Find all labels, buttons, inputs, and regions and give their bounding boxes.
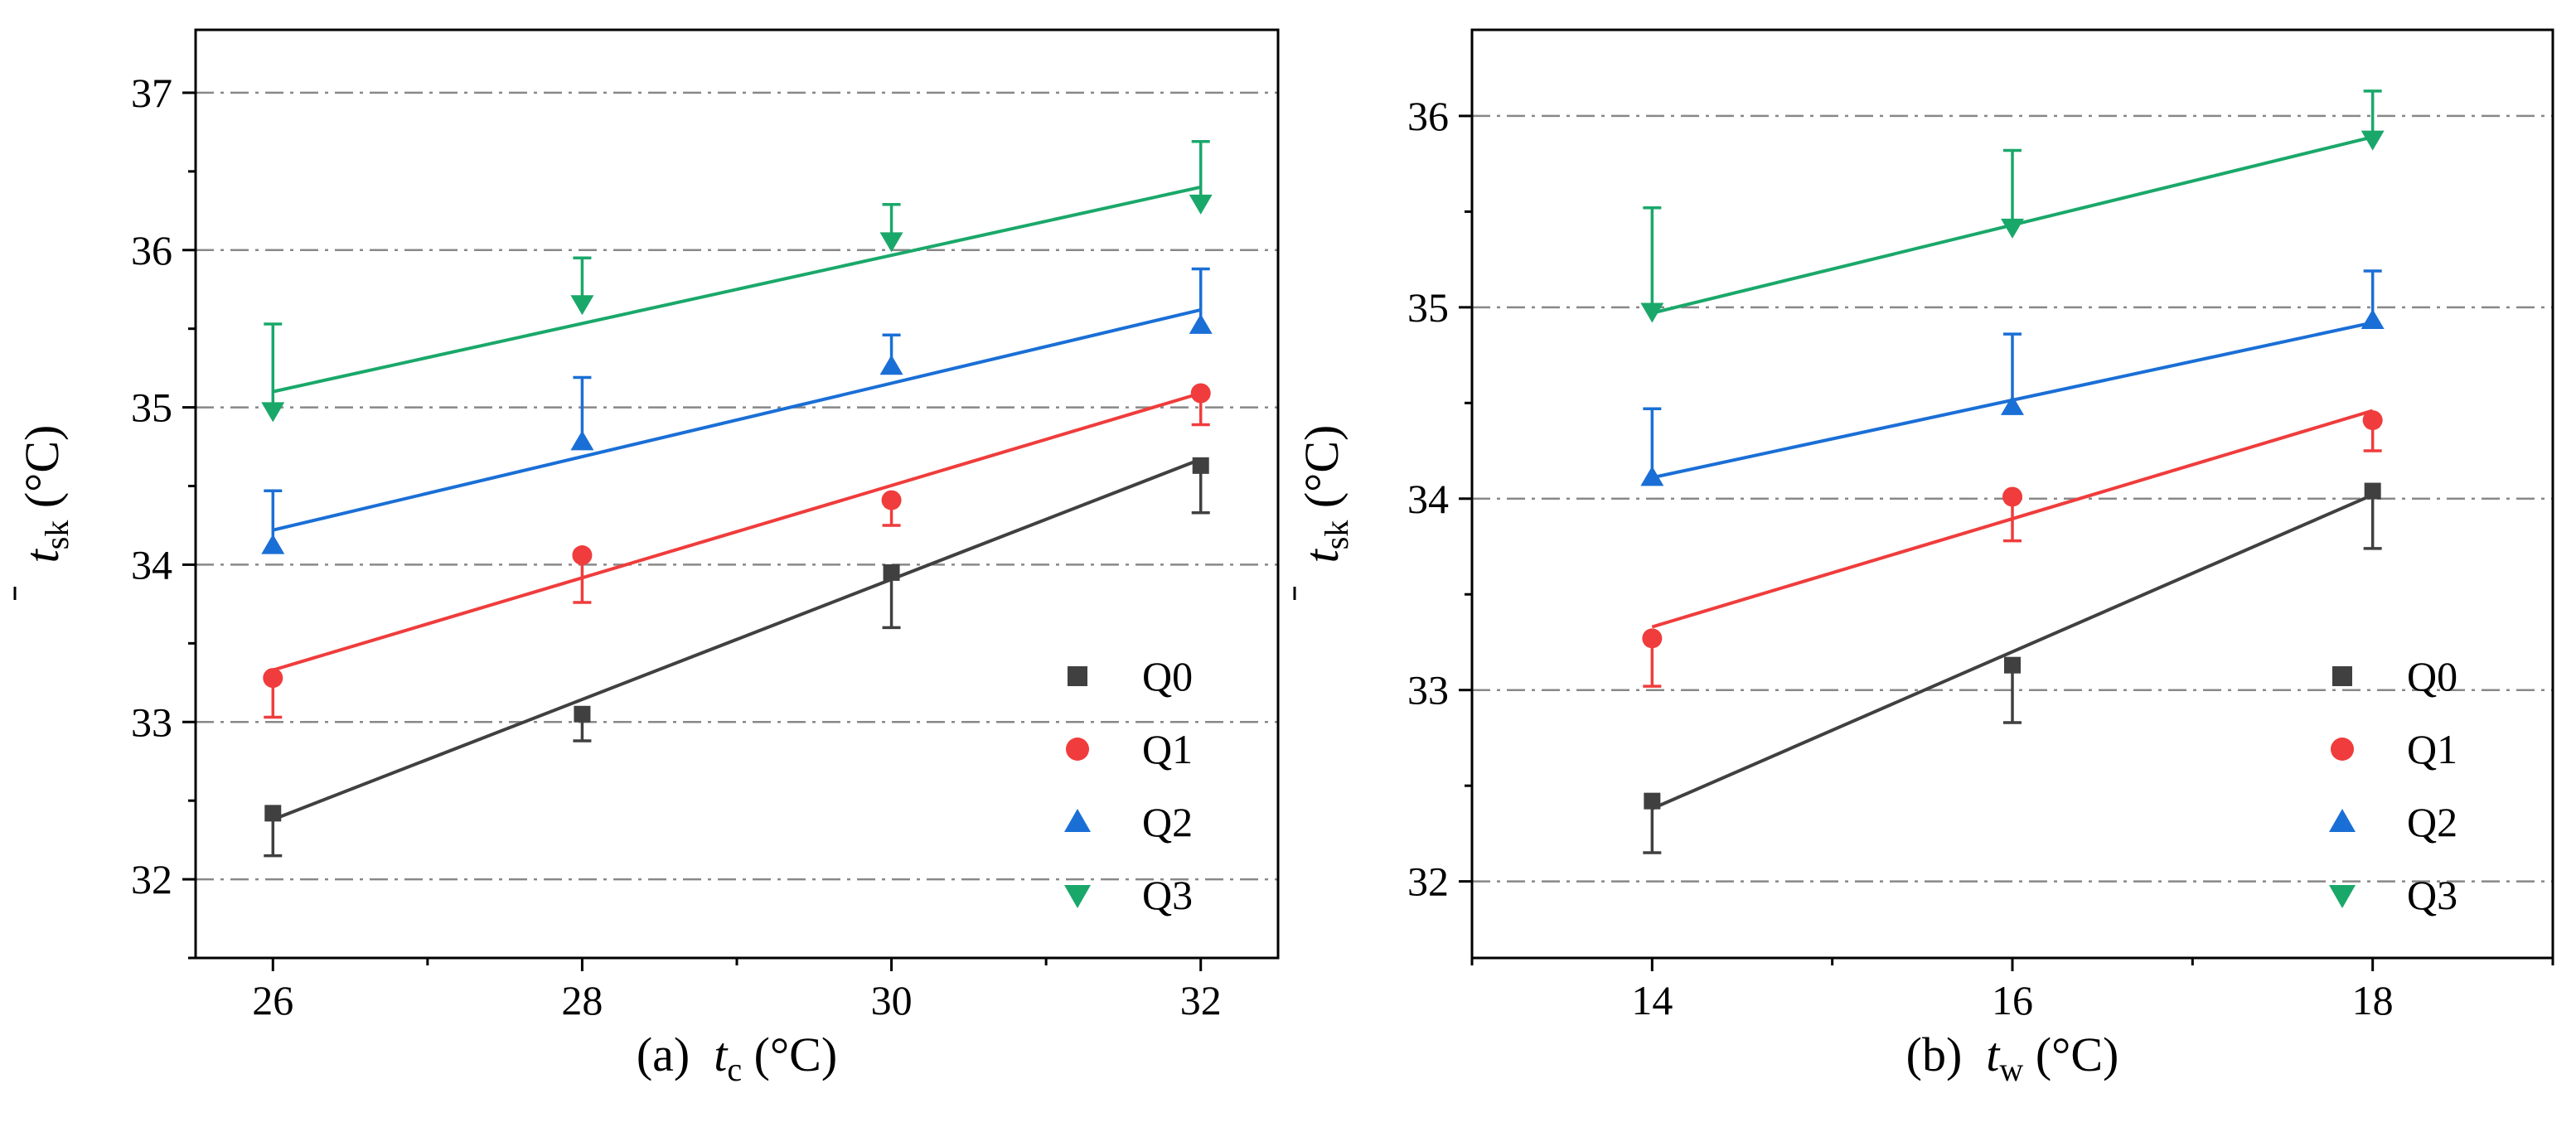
fit-line [272, 307, 1202, 532]
series-Q1 [1642, 409, 2383, 688]
series-Q1 [263, 383, 1211, 719]
legend-marker [1066, 738, 1089, 761]
x-tick-label: 18 [2352, 977, 2394, 1023]
y-tick-label: 36 [131, 227, 172, 273]
x-tick-label: 16 [1992, 977, 2033, 1023]
x-axis-title: (a) tc (°C) [637, 1028, 837, 1088]
data-point [1642, 628, 1663, 649]
data-point [1640, 302, 1664, 323]
y-tick-label: 33 [1407, 667, 1449, 713]
series-Q0 [1643, 482, 2382, 854]
data-point [570, 430, 594, 451]
y-axis-title: tsk (°C) [15, 425, 75, 564]
legend-label: Q2 [2407, 799, 2457, 845]
legend-marker [2332, 666, 2352, 686]
legend-label: Q1 [1142, 726, 1193, 772]
y-tick-label: 32 [1407, 859, 1449, 905]
chart-panel-a: 32 33 34 35 36 37 26 28 30 32 (a) tc (°C) tsk (°C) Q… [13, 28, 1280, 1088]
legend-label: Q0 [1142, 653, 1193, 699]
legend-label: Q3 [2407, 872, 2457, 918]
data-point [2002, 486, 2022, 507]
x-tick-label: 32 [1180, 977, 1222, 1023]
legend-marker [2329, 885, 2356, 908]
data-point [263, 668, 283, 689]
y-tick-label: 34 [131, 541, 172, 588]
x-tick-label: 26 [252, 977, 293, 1023]
data-point [2362, 410, 2383, 431]
data-point [883, 564, 900, 581]
x-axis-title: (b) tw (°C) [1906, 1028, 2119, 1088]
series-Q0 [264, 457, 1210, 858]
data-point [2004, 656, 2021, 674]
legend-label: Q3 [1142, 872, 1193, 918]
data-point [1644, 792, 1661, 810]
data-point [881, 490, 902, 510]
series-Q3 [1640, 89, 2385, 323]
legend-marker [2329, 809, 2356, 832]
y-tick-label: 36 [1407, 93, 1449, 139]
data-point [2001, 394, 2024, 415]
x-tick-label: 28 [561, 977, 603, 1023]
fit-line [272, 185, 1202, 394]
data-point [264, 805, 282, 822]
data-point [1189, 313, 1213, 334]
data-point [2361, 309, 2385, 330]
fit-line [1651, 493, 2374, 810]
legend-marker [1064, 885, 1091, 908]
legend-marker [1068, 666, 1087, 686]
data-point [1190, 383, 1211, 404]
data-point [261, 402, 285, 423]
legend-marker [2331, 738, 2354, 761]
data-point [574, 705, 591, 723]
data-point [879, 355, 903, 375]
fit-line [272, 457, 1202, 821]
data-point [1189, 194, 1213, 215]
legend-marker [1064, 809, 1091, 832]
data-point [2361, 130, 2385, 151]
y-tick-label: 37 [131, 70, 172, 116]
data-point [879, 232, 903, 253]
legend-label: Q1 [2407, 726, 2457, 772]
fit-line [272, 391, 1202, 672]
data-point [572, 545, 593, 566]
legend-label: Q2 [1142, 799, 1193, 845]
legend-label: Q0 [2407, 653, 2457, 699]
y-axis-title: tsk (°C) [1295, 425, 1355, 564]
y-tick-label: 34 [1407, 476, 1449, 522]
data-point [261, 534, 285, 554]
series-Q2 [261, 267, 1213, 554]
series-Q3 [261, 140, 1213, 423]
series-Q2 [1640, 269, 2385, 486]
x-tick-label: 14 [1631, 977, 1673, 1023]
y-tick-label: 35 [1407, 284, 1449, 331]
data-point [570, 295, 594, 316]
y-tick-label: 35 [131, 385, 172, 431]
data-point [1640, 466, 1664, 486]
x-tick-label: 30 [871, 977, 913, 1023]
data-point [1192, 457, 1209, 474]
y-tick-label: 32 [131, 856, 172, 902]
data-point [2364, 482, 2381, 500]
chart-panel-b: 32 33 34 35 36 14 16 18 (b) tw (°C) tsk (°C) Q0 Q1 Q… [1293, 28, 2554, 1088]
y-tick-label: 33 [131, 699, 172, 745]
data-point [2001, 218, 2024, 239]
